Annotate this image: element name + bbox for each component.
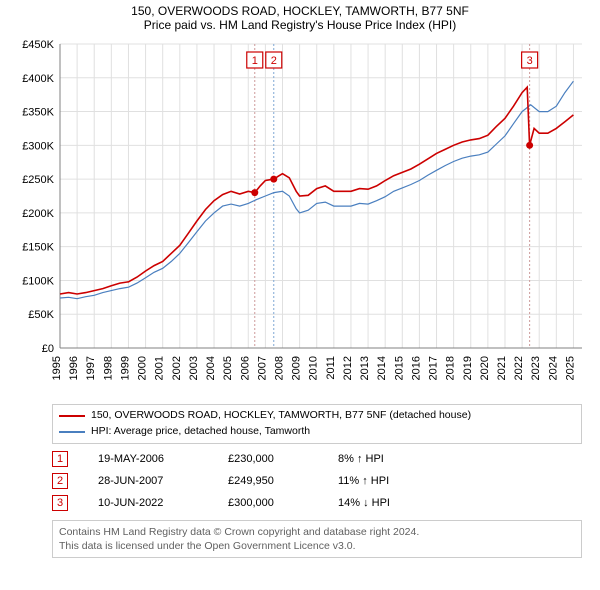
x-tick-label: 2001 bbox=[154, 356, 166, 380]
x-tick-label: 2006 bbox=[239, 356, 251, 380]
x-tick-label: 2008 bbox=[273, 356, 285, 380]
tx-price: £249,950 bbox=[228, 475, 308, 487]
tx-delta: 8% ↑ HPI bbox=[338, 453, 438, 465]
marker-number: 1 bbox=[252, 55, 258, 67]
x-tick-label: 2021 bbox=[496, 356, 508, 380]
x-tick-label: 2024 bbox=[547, 356, 559, 380]
tx-price: £230,000 bbox=[228, 453, 308, 465]
x-tick-label: 2004 bbox=[205, 356, 217, 380]
x-tick-label: 2017 bbox=[428, 356, 440, 380]
x-tick-label: 2023 bbox=[530, 356, 542, 380]
tx-marker-box: 2 bbox=[52, 473, 68, 489]
chart-subtitle: Price paid vs. HM Land Registry's House … bbox=[0, 18, 600, 32]
transaction-row: 2 28-JUN-2007 £249,950 11% ↑ HPI bbox=[52, 470, 582, 492]
footer-line-1: Contains HM Land Registry data © Crown c… bbox=[59, 525, 575, 539]
transaction-row: 1 19-MAY-2006 £230,000 8% ↑ HPI bbox=[52, 448, 582, 470]
x-tick-label: 2005 bbox=[222, 356, 234, 380]
x-tick-label: 1996 bbox=[68, 356, 80, 380]
tx-date: 28-JUN-2007 bbox=[98, 475, 198, 487]
x-tick-label: 2012 bbox=[342, 356, 354, 380]
x-tick-label: 2013 bbox=[359, 356, 371, 380]
x-tick-label: 2018 bbox=[445, 356, 457, 380]
legend-label-blue: HPI: Average price, detached house, Tamw… bbox=[91, 424, 310, 440]
footer-line-2: This data is licensed under the Open Gov… bbox=[59, 539, 575, 553]
transaction-row: 3 10-JUN-2022 £300,000 14% ↓ HPI bbox=[52, 492, 582, 514]
tx-date: 19-MAY-2006 bbox=[98, 453, 198, 465]
legend-label-red: 150, OVERWOODS ROAD, HOCKLEY, TAMWORTH, … bbox=[91, 408, 471, 424]
y-tick-label: £50K bbox=[28, 309, 54, 321]
x-tick-label: 1998 bbox=[102, 356, 114, 380]
x-tick-label: 1997 bbox=[85, 356, 97, 380]
x-tick-label: 2010 bbox=[308, 356, 320, 380]
y-tick-label: £300K bbox=[22, 140, 54, 152]
y-tick-label: £350K bbox=[22, 107, 54, 119]
tx-delta: 11% ↑ HPI bbox=[338, 475, 438, 487]
x-tick-label: 2003 bbox=[188, 356, 200, 380]
y-tick-label: £450K bbox=[22, 39, 54, 51]
legend: 150, OVERWOODS ROAD, HOCKLEY, TAMWORTH, … bbox=[52, 404, 582, 444]
x-tick-label: 2020 bbox=[479, 356, 491, 380]
transaction-point bbox=[251, 189, 258, 196]
x-tick-label: 2014 bbox=[376, 356, 388, 380]
y-tick-label: £400K bbox=[22, 73, 54, 85]
tx-price: £300,000 bbox=[228, 497, 308, 509]
y-tick-label: £200K bbox=[22, 208, 54, 220]
x-tick-label: 2022 bbox=[513, 356, 525, 380]
marker-number: 3 bbox=[527, 55, 533, 67]
legend-item-blue: HPI: Average price, detached house, Tamw… bbox=[59, 424, 575, 440]
y-tick-label: £150K bbox=[22, 242, 54, 254]
y-tick-label: £250K bbox=[22, 174, 54, 186]
transaction-point bbox=[526, 142, 533, 149]
x-tick-label: 2015 bbox=[393, 356, 405, 380]
x-tick-label: 2016 bbox=[410, 356, 422, 380]
chart-area: £0 £50K £100K £150K £200K £250K £300K £350K £400… bbox=[10, 38, 590, 398]
y-tick-label: £100K bbox=[22, 275, 54, 287]
tx-marker-box: 3 bbox=[52, 495, 68, 511]
y-tick-label: £0 bbox=[42, 343, 54, 355]
x-tick-label: 2025 bbox=[564, 356, 576, 380]
x-tick-label: 2002 bbox=[171, 356, 183, 380]
legend-swatch-blue bbox=[59, 431, 85, 433]
transaction-point bbox=[270, 176, 277, 183]
x-tick-label: 1999 bbox=[119, 356, 131, 380]
x-tick-label: 2009 bbox=[291, 356, 303, 380]
transaction-table: 1 19-MAY-2006 £230,000 8% ↑ HPI 2 28-JUN-2007… bbox=[52, 448, 582, 514]
legend-swatch-red bbox=[59, 415, 85, 417]
legend-item-red: 150, OVERWOODS ROAD, HOCKLEY, TAMWORTH, … bbox=[59, 408, 575, 424]
x-tick-label: 2000 bbox=[137, 356, 149, 380]
footer-attribution: Contains HM Land Registry data © Crown c… bbox=[52, 520, 582, 558]
tx-marker-box: 1 bbox=[52, 451, 68, 467]
x-tick-label: 1995 bbox=[51, 356, 63, 380]
x-tick-label: 2019 bbox=[462, 356, 474, 380]
x-tick-label: 2011 bbox=[325, 356, 337, 380]
tx-delta: 14% ↓ HPI bbox=[338, 497, 438, 509]
marker-number: 2 bbox=[271, 55, 277, 67]
chart-title: 150, OVERWOODS ROAD, HOCKLEY, TAMWORTH, … bbox=[0, 4, 600, 18]
tx-date: 10-JUN-2022 bbox=[98, 497, 198, 509]
line-chart: £0 £50K £100K £150K £200K £250K £300K £350K £400… bbox=[10, 38, 590, 398]
x-tick-label: 2007 bbox=[256, 356, 268, 380]
